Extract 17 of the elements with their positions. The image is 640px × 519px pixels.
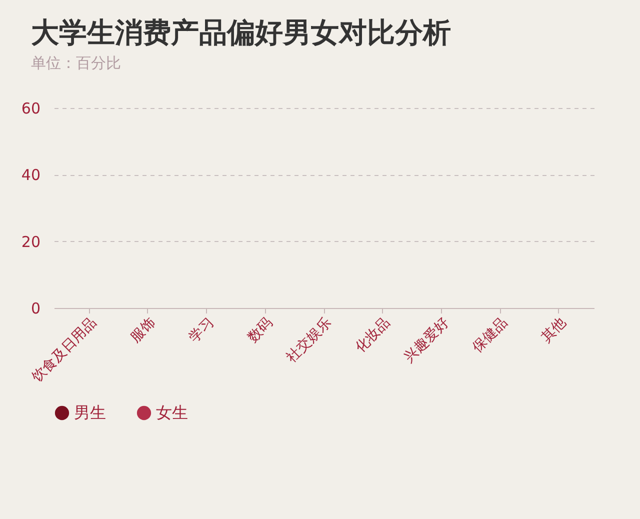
chart-title: 大学生消费产品偏好男女对比分析	[30, 16, 451, 49]
y-tick-label: 40	[21, 166, 40, 184]
y-tick-label: 60	[21, 100, 40, 118]
x-tick-label: 数码	[244, 314, 276, 346]
legend-label: 男生	[74, 403, 106, 422]
x-tick-label: 化妆品	[352, 314, 394, 356]
x-tick-label: 社交娱乐	[284, 314, 335, 366]
y-tick-label: 0	[30, 300, 40, 318]
x-tick-label: 其他	[538, 314, 570, 346]
y-tick-label: 20	[21, 232, 40, 251]
legend-label: 女生	[156, 403, 188, 422]
x-tick-label: 饮食及日用品	[28, 314, 100, 386]
x-tick-label: 学习	[186, 314, 218, 346]
x-tick-label: 保健品	[470, 314, 511, 356]
x-tick-label: 服饰	[127, 314, 159, 346]
x-tick-label: 兴趣爱好	[401, 314, 452, 366]
chart-subtitle: 单位：百分比	[30, 54, 121, 72]
